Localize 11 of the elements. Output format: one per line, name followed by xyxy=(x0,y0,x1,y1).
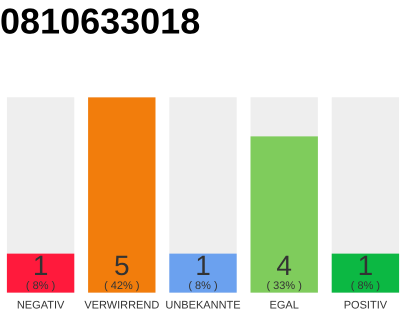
data-label: 1 ( 8% ) xyxy=(26,250,56,292)
x-tick-label: POSITIV xyxy=(344,299,388,312)
x-tick-label: UNBEKANNTE xyxy=(165,299,241,312)
x-tick-label: EGAL xyxy=(270,299,299,312)
chart-title: 0810633018 xyxy=(0,0,200,42)
data-label: 4 ( 33% ) xyxy=(266,250,302,292)
data-label: 5 ( 42% ) xyxy=(104,250,140,292)
data-label: 1 ( 8% ) xyxy=(350,250,380,292)
data-label: 1 ( 8% ) xyxy=(188,250,218,292)
x-tick-label: NEGATIV xyxy=(16,299,65,312)
x-tick-label: VERWIRREND xyxy=(84,299,160,312)
